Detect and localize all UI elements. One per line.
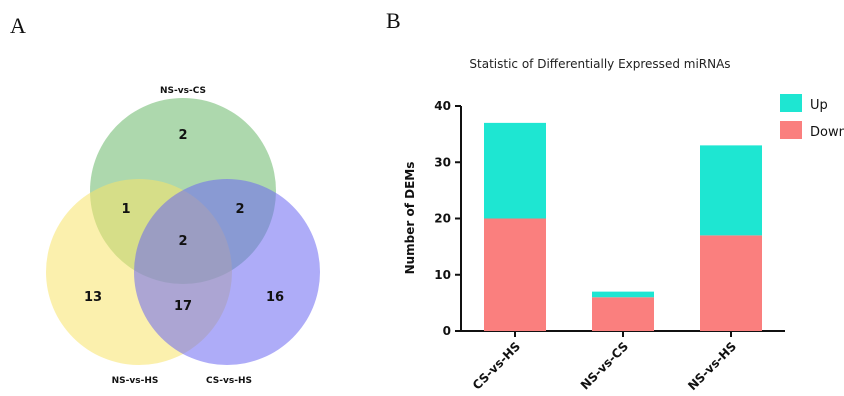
legend-label-down: Down (810, 125, 844, 140)
venn-label-ns-vs-cs: NS-vs-CS (160, 86, 206, 96)
venn-count-ns-vs-cs-and-cs-vs-hs: 2 (235, 202, 244, 217)
bar-ns-vs-cs-down (592, 297, 654, 331)
bar-cs-vs-hs-down (484, 218, 546, 331)
y-axis-title: Number of DEMs (403, 162, 417, 275)
venn-diagram: NS-vs-CS NS-vs-HS CS-vs-HS 2 13 16 1 2 17 2 (46, 86, 320, 386)
panel-a-letter: A (10, 13, 26, 38)
y-tick-label: 10 (434, 268, 451, 282)
venn-count-ns-vs-cs: 2 (178, 128, 187, 143)
y-tick-label: 30 (434, 155, 451, 169)
y-tick-label: 40 (434, 99, 451, 113)
x-tick-label-ns-vs-hs: NS-vs-HS (685, 339, 739, 393)
venn-count-ns-vs-hs: 13 (84, 290, 102, 305)
chart-title: Statistic of Differentially Expressed mi… (469, 57, 730, 71)
x-tick-label-ns-vs-cs: NS-vs-CS (578, 339, 631, 392)
venn-count-ns-vs-cs-and-ns-vs-hs: 1 (121, 202, 130, 217)
legend-swatch-down (780, 121, 802, 139)
venn-label-ns-vs-hs: NS-vs-HS (112, 376, 159, 386)
bar-ns-vs-hs-up (700, 145, 762, 236)
stacked-bar-chart: Statistic of Differentially Expressed mi… (403, 57, 844, 393)
y-tick-label: 0 (443, 324, 451, 338)
panel-b-letter: B (386, 8, 401, 33)
bar-cs-vs-hs-up (484, 122, 546, 219)
legend-swatch-up (780, 94, 802, 112)
venn-count-ns-vs-cs-and-ns-vs-hs-and-cs-vs-hs: 2 (178, 234, 187, 249)
bar-ns-vs-cs-up (592, 291, 654, 298)
bar-plot-area: 0 10 20 30 40 CS-vs-HS NS-vs-CS NS-vs-HS (434, 99, 785, 393)
venn-count-cs-vs-hs: 16 (266, 290, 284, 305)
venn-label-cs-vs-hs: CS-vs-HS (206, 376, 252, 386)
bar-ns-vs-hs-down (700, 235, 762, 331)
legend-label-up: Up (810, 98, 828, 113)
legend: Up Down (780, 94, 844, 140)
y-tick-label: 20 (434, 212, 451, 226)
x-tick-label-cs-vs-hs: CS-vs-HS (470, 339, 523, 392)
venn-count-ns-vs-hs-and-cs-vs-hs: 17 (174, 299, 192, 314)
venn-circle-cs-vs-hs (134, 179, 320, 365)
